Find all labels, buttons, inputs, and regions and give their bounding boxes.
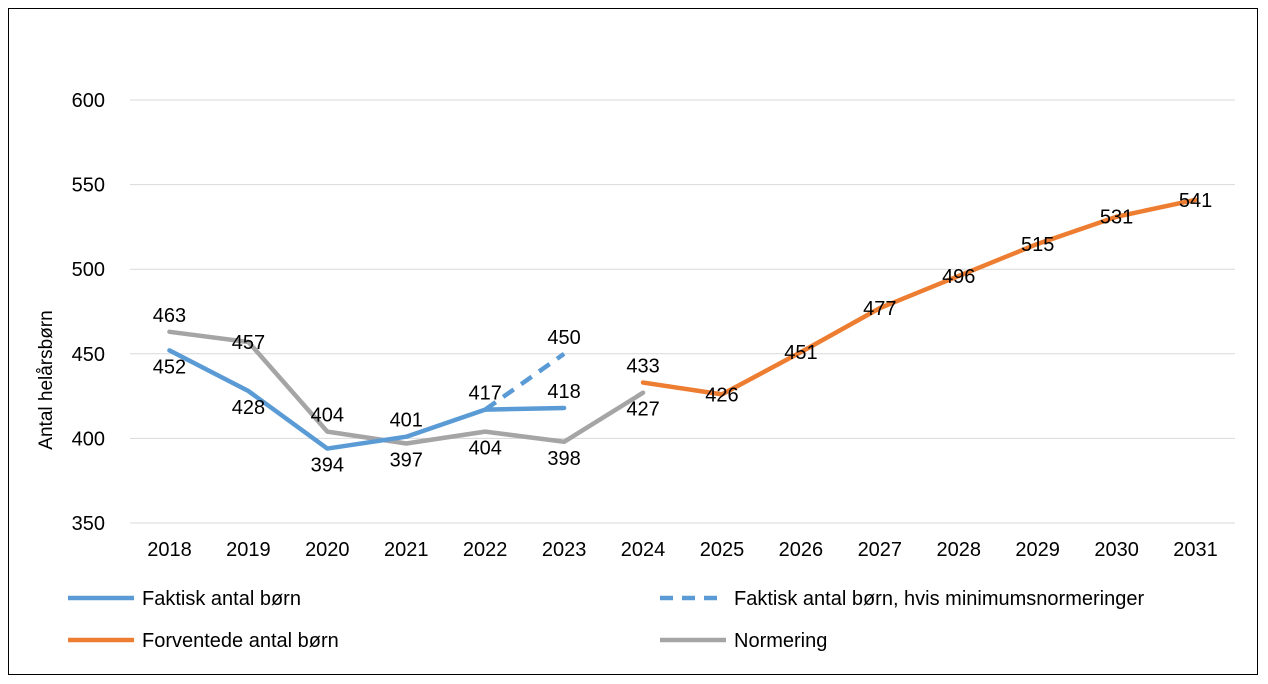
legend-entry: Faktisk antal børn, hvis minimumsnormeri… [734,588,1144,610]
series-line [167,348,567,451]
gridlines [130,99,1235,524]
x-tick-label: 2029 [1015,539,1060,561]
data-label: 463 [153,305,186,327]
data-label: 427 [626,399,659,421]
series-line [483,351,566,412]
x-tick-label: 2023 [542,539,587,561]
data-label: 451 [784,342,817,364]
y-tick-label: 400 [72,428,105,450]
data-label: 398 [547,448,580,470]
series-line [640,197,1198,397]
data-label: 541 [1179,190,1212,212]
data-label: 450 [547,327,580,349]
data-label: 417 [468,383,501,405]
x-tick-label: 2027 [858,539,903,561]
data-label: 428 [232,397,265,419]
series-line [167,329,646,446]
y-tick-label: 350 [72,513,105,535]
data-label: 404 [311,405,344,427]
data-label: 452 [153,356,186,378]
series-lines [167,197,1198,451]
data-label: 496 [942,266,975,288]
data-label: 457 [232,332,265,354]
data-label: 397 [390,449,423,471]
y-axis: 350 400 450 500 550 600 [72,90,105,535]
x-tick-label: 2019 [226,539,271,561]
data-label: 515 [1021,234,1054,256]
x-tick-label: 2022 [463,539,508,561]
y-tick-label: 600 [72,90,105,112]
chart-frame [8,8,1258,675]
legend: Faktisk antal børn Faktisk antal børn, hv… [68,588,1144,652]
y-tick-label: 500 [72,259,105,281]
x-tick-label: 2031 [1173,539,1218,561]
y-axis-label: Antal helårsbørn [36,310,57,449]
data-label: 477 [863,298,896,320]
data-label: 433 [626,356,659,378]
x-tick-label: 2025 [700,539,745,561]
data-label: 418 [547,381,580,403]
x-tick-label: 2026 [779,539,824,561]
legend-entry: Forventede antal børn [142,630,339,652]
x-tick-label: 2021 [384,539,429,561]
data-label: 401 [390,410,423,432]
data-label: 426 [705,384,738,406]
y-tick-label: 550 [72,175,105,197]
legend-entry: Faktisk antal børn [142,588,301,610]
data-label: 531 [1100,207,1133,229]
data-label: 404 [468,438,501,460]
y-tick-label: 450 [72,344,105,366]
x-tick-label: 2028 [937,539,982,561]
x-tick-label: 2024 [621,539,666,561]
x-tick-label: 2020 [305,539,350,561]
data-labels: 452 428 394 401 417 418 450 433 426 451 477 496 515 5… [153,190,1212,477]
data-label: 394 [311,455,344,477]
x-tick-label: 2030 [1094,539,1139,561]
legend-entry: Normering [734,630,827,652]
x-axis: 2018 2019 2020 2021 2022 2023 2024 2025 2026 2027… [147,539,1218,561]
x-tick-label: 2018 [147,539,192,561]
